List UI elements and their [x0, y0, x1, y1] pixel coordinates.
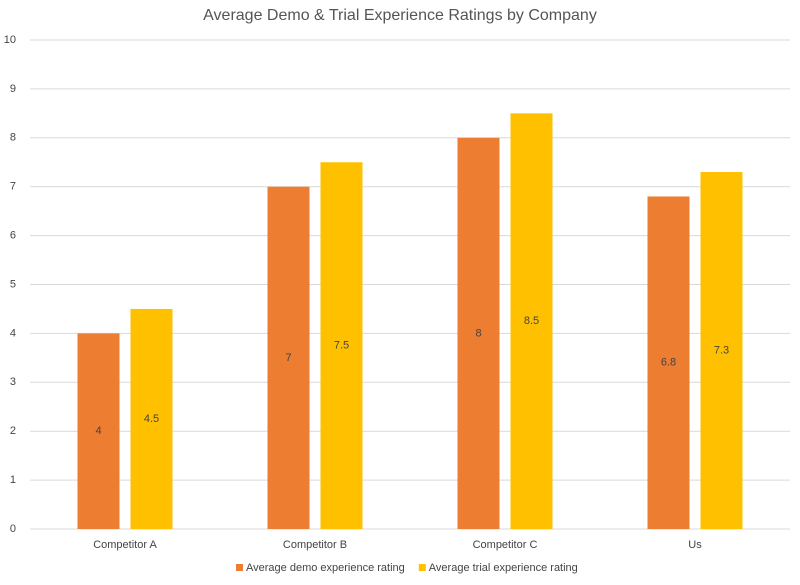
data-label: 8: [475, 327, 481, 339]
y-tick-label: 10: [4, 34, 16, 46]
x-tick-label: Competitor A: [93, 539, 157, 551]
bar: [457, 137, 500, 530]
data-label: 7.5: [334, 340, 349, 352]
y-tick-label: 5: [10, 278, 16, 290]
y-tick-label: 7: [10, 181, 16, 193]
chart-title: Average Demo & Trial Experience Ratings …: [203, 7, 597, 24]
data-label: 4: [95, 425, 101, 437]
data-label: 7.3: [714, 344, 729, 356]
bar: [320, 162, 363, 529]
legend-label: Average demo experience rating: [246, 562, 405, 574]
bar: [77, 333, 120, 529]
legend-swatch: [418, 564, 426, 571]
bar: [130, 308, 173, 529]
y-tick-label: 2: [10, 425, 16, 437]
bar: [510, 113, 553, 529]
data-label: 7: [285, 352, 291, 364]
data-label: 4.5: [144, 413, 159, 425]
bar: [647, 196, 690, 530]
y-tick-label: 0: [10, 523, 16, 535]
x-tick-label: Us: [688, 539, 702, 551]
y-tick-label: 9: [10, 83, 16, 95]
x-tick-label: Competitor B: [283, 539, 347, 551]
bar: [267, 186, 310, 529]
y-tick-label: 8: [10, 132, 16, 144]
y-tick-label: 3: [10, 376, 16, 388]
legend-label: Average trial experience rating: [429, 562, 578, 574]
x-tick-label: Competitor C: [473, 539, 538, 551]
legend-swatch: [236, 564, 243, 571]
data-label: 6.8: [661, 357, 676, 369]
y-tick-label: 1: [10, 474, 16, 486]
y-tick-label: 6: [10, 230, 16, 242]
data-label: 8.5: [524, 315, 539, 327]
y-tick-label: 4: [10, 327, 16, 339]
bar: [700, 172, 743, 529]
